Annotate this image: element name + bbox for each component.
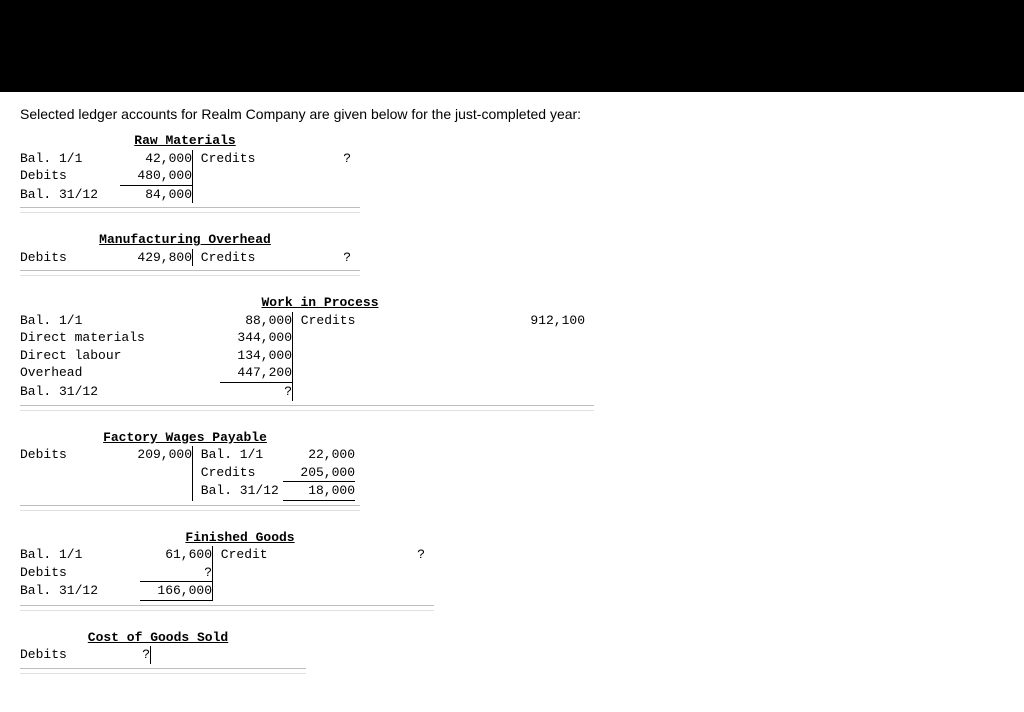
- row-amount: 84,000: [120, 186, 192, 204]
- row-label: Bal. 1/1: [20, 312, 220, 330]
- account-title: Work in Process: [220, 294, 420, 312]
- content-area: Selected ledger accounts for Realm Compa…: [0, 92, 1024, 712]
- account-title: Manufacturing Overhead: [20, 231, 350, 249]
- t-account: Bal. 1/161,600Debits?Bal. 31/12166,000 C…: [20, 546, 1004, 601]
- t-account-left-row: Debits209,000: [20, 446, 192, 464]
- row-label: Bal. 31/12: [20, 383, 220, 401]
- row-amount: 61,600: [140, 546, 212, 564]
- row-amount: ?: [265, 249, 351, 267]
- t-account-right-row: Credits912,100: [293, 312, 585, 330]
- row-label: Bal. 1/1: [20, 546, 140, 564]
- row-label: Overhead: [20, 364, 220, 383]
- row-label: Debits: [20, 249, 120, 267]
- section-rule: [20, 605, 434, 611]
- row-amount: ?: [120, 646, 150, 664]
- row-label: Direct materials: [20, 329, 220, 347]
- account-cost-of-goods-sold: Cost of Goods Sold Debits?: [20, 629, 1004, 674]
- row-amount: 429,800: [120, 249, 192, 267]
- t-account-left-row: Bal. 1/188,000: [20, 312, 292, 330]
- t-account: Bal. 1/188,000Direct materials344,000Dir…: [20, 312, 1004, 401]
- row-amount: ?: [285, 546, 425, 564]
- account-manufacturing-overhead: Manufacturing Overhead Debits429,800 Cre…: [20, 231, 1004, 276]
- row-amount: 447,200: [220, 364, 292, 383]
- account-raw-materials: Raw Materials Bal. 1/142,000Debits480,00…: [20, 132, 1004, 213]
- t-account-right-row: Bal. 1/122,000: [193, 446, 355, 464]
- row-label: Credits: [193, 464, 283, 483]
- row-label: Bal. 1/1: [193, 446, 283, 464]
- row-label: Credits: [293, 312, 365, 330]
- t-account-left-row: Overhead447,200: [20, 364, 292, 383]
- t-account: Debits?: [20, 646, 1004, 664]
- row-label: Bal. 31/12: [20, 582, 140, 601]
- row-label: Debits: [20, 446, 120, 464]
- t-account-left-row: Debits429,800: [20, 249, 192, 267]
- t-account-right-row: Credit?: [213, 546, 425, 564]
- row-amount: 209,000: [120, 446, 192, 464]
- row-amount: 88,000: [220, 312, 292, 330]
- section-rule: [20, 405, 594, 411]
- row-label: Bal. 1/1: [20, 150, 120, 168]
- account-title: Finished Goods: [140, 529, 340, 547]
- row-label: Credit: [213, 546, 285, 564]
- t-account-right-row: Credits?: [193, 249, 351, 267]
- section-rule: [20, 207, 360, 213]
- row-label: Debits: [20, 646, 120, 664]
- row-label: Bal. 31/12: [20, 186, 120, 204]
- t-account: Debits429,800 Credits?: [20, 249, 1004, 267]
- t-account-left-row: Bal. 31/1284,000: [20, 186, 192, 204]
- intro-text: Selected ledger accounts for Realm Compa…: [20, 106, 1004, 122]
- t-account-right-row: Credits205,000: [193, 464, 355, 483]
- t-account-left-row: Debits?: [20, 564, 212, 583]
- section-rule: [20, 505, 360, 511]
- row-amount: 480,000: [120, 167, 192, 186]
- account-finished-goods: Finished Goods Bal. 1/161,600Debits?Bal.…: [20, 529, 1004, 611]
- account-title: Cost of Goods Sold: [20, 629, 296, 647]
- row-label: Bal. 31/12: [193, 482, 283, 501]
- row-label: Credits: [193, 150, 265, 168]
- row-amount: 22,000: [283, 446, 355, 464]
- row-amount: 912,100: [365, 312, 585, 330]
- account-title: Factory Wages Payable: [20, 429, 350, 447]
- row-label: Debits: [20, 564, 140, 583]
- t-account-left-row: Debits?: [20, 646, 150, 664]
- t-account-right-row: Credits?: [193, 150, 351, 168]
- t-account: Bal. 1/142,000Debits480,000Bal. 31/1284,…: [20, 150, 1004, 204]
- t-account-left-row: Debits480,000: [20, 167, 192, 186]
- row-amount: ?: [220, 383, 292, 401]
- row-amount: 18,000: [283, 482, 355, 501]
- row-label: Credits: [193, 249, 265, 267]
- t-account-left-row: Direct materials344,000: [20, 329, 292, 347]
- row-amount: 344,000: [220, 329, 292, 347]
- t-account-left-row: Bal. 1/161,600: [20, 546, 212, 564]
- row-amount: 166,000: [140, 582, 212, 601]
- section-rule: [20, 270, 360, 276]
- t-account-left-row: Bal. 31/12166,000: [20, 582, 212, 601]
- t-account-left-row: Bal. 1/142,000: [20, 150, 192, 168]
- account-title: Raw Materials: [20, 132, 350, 150]
- account-factory-wages-payable: Factory Wages Payable Debits209,000 Bal.…: [20, 429, 1004, 511]
- t-account-left-row: Bal. 31/12?: [20, 383, 292, 401]
- row-amount: 42,000: [120, 150, 192, 168]
- row-amount: 205,000: [283, 464, 355, 483]
- row-label: Direct labour: [20, 347, 220, 365]
- row-amount: ?: [265, 150, 351, 168]
- section-rule: [20, 668, 306, 674]
- t-account: Debits209,000 Bal. 1/122,000 Credits205,…: [20, 446, 1004, 501]
- row-amount: 134,000: [220, 347, 292, 365]
- row-amount: ?: [140, 564, 212, 583]
- top-band: [0, 0, 1024, 92]
- row-label: Debits: [20, 167, 120, 186]
- t-account-left-row: Direct labour134,000: [20, 347, 292, 365]
- account-work-in-process: Work in Process Bal. 1/188,000Direct mat…: [20, 294, 1004, 410]
- t-account-right-row: Bal. 31/1218,000: [193, 482, 355, 501]
